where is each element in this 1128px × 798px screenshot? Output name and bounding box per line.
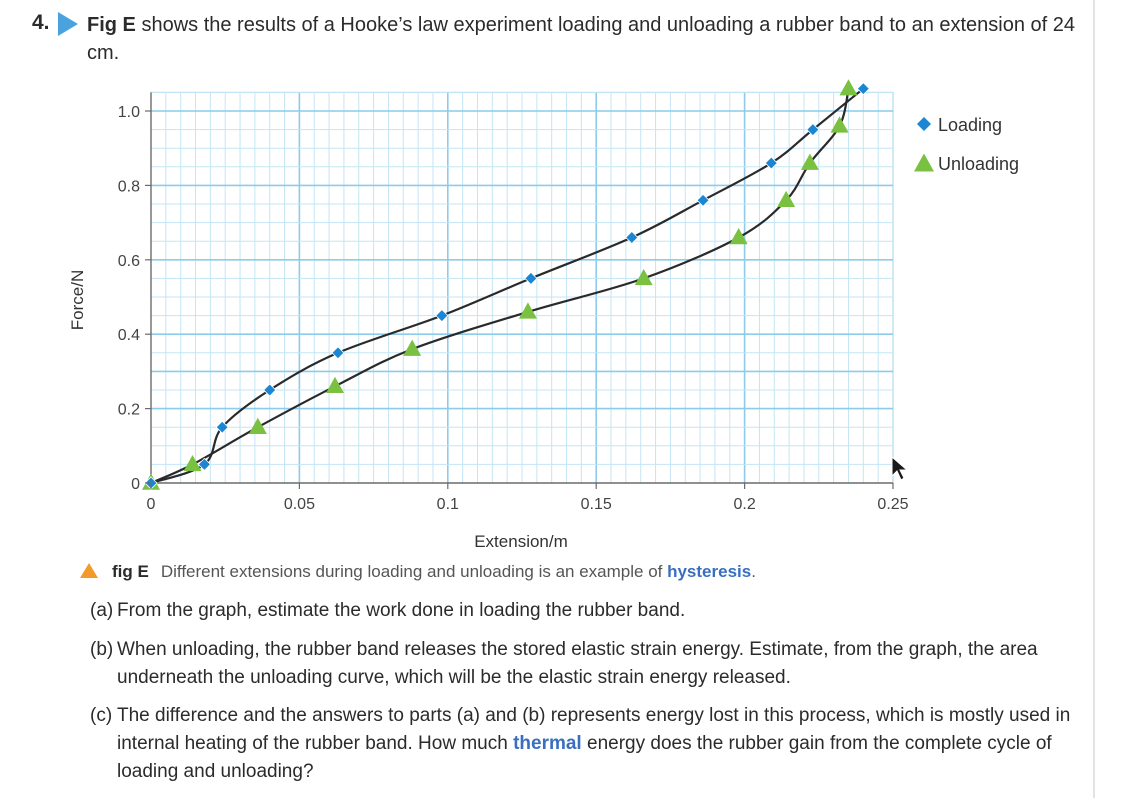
caption-text: Different extensions during loading and … (160, 562, 668, 581)
part-c-keyword-link[interactable]: thermal (513, 733, 582, 754)
point-unloading (830, 116, 849, 133)
x-tick-label: 0.05 (284, 496, 315, 513)
point-loading (435, 309, 449, 323)
y-tick-label: 1.0 (118, 104, 140, 121)
chart-grid (150, 91, 894, 484)
point-unloading (248, 417, 267, 434)
point-loading (197, 457, 211, 471)
x-tick-label: 0.2 (733, 496, 755, 513)
figure-caption: fig E Different extensions during loading… (80, 562, 756, 582)
y-tick-label: 0.8 (118, 178, 140, 195)
chart-tick-labels: 0 0.05 0.1 0.15 0.2 0.25 0 0.2 0.4 0.6 0.8 1.0 (118, 104, 909, 513)
chart-marks (142, 79, 870, 490)
part-b: (b) When unloading, the rubber band relea… (90, 636, 1080, 692)
point-loading (263, 383, 277, 397)
x-axis-label: Extension/m (474, 532, 568, 551)
question-text: Fig E shows the results of a Hooke’s law… (87, 11, 1077, 67)
legend-loading-diamond-icon (917, 117, 931, 131)
x-tick-label: 0 (147, 496, 156, 513)
point-unloading (183, 454, 202, 472)
part-b-label: (b) (90, 639, 114, 660)
page-divider (1093, 0, 1095, 798)
point-loading (696, 193, 710, 207)
caption-keyword-link[interactable]: hysteresis (667, 562, 752, 581)
point-unloading (326, 376, 345, 394)
part-b-text: When unloading, the rubber band releases… (117, 639, 1038, 688)
question-body: shows the results of a Hooke’s law exper… (87, 14, 1076, 64)
question-number: 4. (32, 11, 50, 34)
y-tick-label: 0.2 (118, 402, 140, 419)
point-unloading (777, 190, 796, 208)
question-arrow-icon (58, 12, 78, 36)
legend-unloading-label: Unloading (938, 154, 1019, 174)
caption-label: fig E (112, 562, 149, 581)
point-unloading (518, 302, 537, 319)
point-loading (215, 420, 229, 434)
part-a: (a) From the graph, estimate the work don… (90, 597, 1080, 625)
point-loading (764, 156, 778, 170)
caption-end: . (751, 562, 756, 581)
point-loading (806, 123, 820, 137)
x-tick-label: 0.25 (877, 496, 908, 513)
y-tick-label: 0 (131, 476, 140, 493)
part-c-text: The difference and the answers to parts … (117, 702, 1080, 786)
caption-triangle-icon (80, 563, 98, 578)
point-unloading (403, 339, 422, 356)
point-unloading (729, 228, 748, 245)
point-unloading (839, 79, 858, 96)
hysteresis-chart: 0 0.05 0.1 0.15 0.2 0.25 0 0.2 0.4 0.6 0.8 1.0 Exte… (68, 79, 1019, 551)
legend-loading-label: Loading (938, 115, 1002, 135)
part-a-text: From the graph, estimate the work done i… (117, 600, 686, 621)
part-c-text-end: energy does the rubber gain from the com… (117, 733, 1052, 782)
part-c: (c) The difference and the answers to par… (90, 702, 1080, 786)
point-unloading (800, 153, 819, 170)
y-axis-label: Force/N (68, 270, 87, 330)
point-unloading (634, 268, 653, 286)
legend-unloading-triangle-icon (914, 153, 934, 172)
mouse-cursor-icon (891, 455, 909, 481)
y-tick-label: 0.6 (118, 253, 140, 270)
y-tick-label: 0.4 (118, 327, 140, 344)
point-loading (524, 271, 538, 285)
part-a-label: (a) (90, 600, 114, 621)
x-tick-label: 0.15 (581, 496, 612, 513)
part-c-label: (c) (90, 705, 113, 726)
point-loading (331, 346, 345, 360)
point-loading (856, 82, 870, 96)
x-tick-label: 0.1 (437, 496, 459, 513)
figure-reference: Fig E (87, 14, 136, 36)
part-c-text-start: The difference and the answers to parts … (117, 705, 1071, 754)
point-loading (625, 230, 639, 245)
chart-legend: Loading Unloading (914, 115, 1019, 174)
